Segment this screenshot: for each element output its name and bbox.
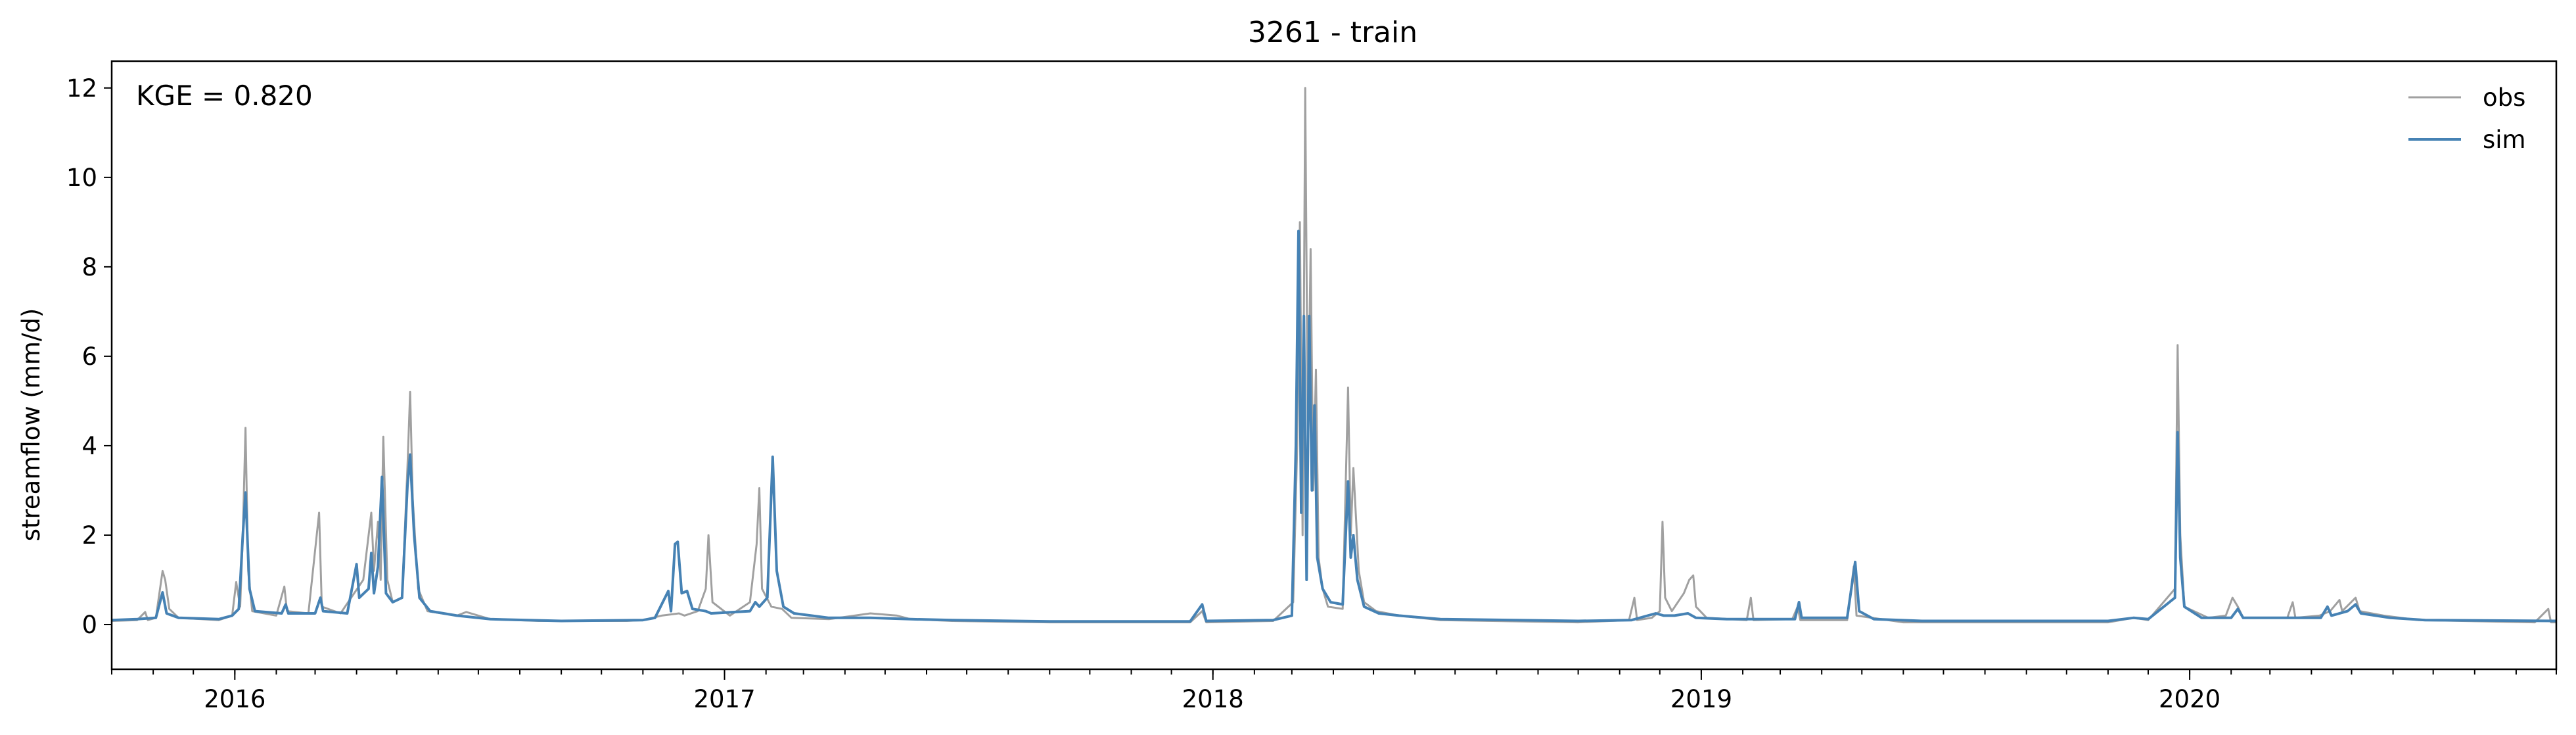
legend-label-sim: sim (2483, 126, 2526, 154)
legend: obs sim (2408, 83, 2526, 154)
x-tick-label: 2016 (204, 685, 265, 713)
y-tick-label: 4 (81, 432, 97, 460)
plot-frame (110, 60, 2558, 671)
y-tick-label: 6 (81, 343, 97, 371)
x-tick-label: 2019 (1670, 685, 1732, 713)
y-axis-label: streamflow (mm/d) (17, 308, 45, 542)
y-tick-label: 8 (81, 253, 97, 281)
kge-annotation: KGE = 0.820 (136, 80, 313, 112)
y-tick-label: 0 (81, 611, 97, 639)
chart-title: 3261 - train (1248, 16, 1417, 49)
y-tick-label: 12 (66, 74, 97, 103)
series-layer (112, 87, 2556, 624)
plot-area (112, 87, 2556, 624)
x-axis-ticks: 2016 2017 2018 2019 2020 (111, 669, 2557, 713)
legend-label-obs: obs (2483, 83, 2525, 112)
x-tick-label: 2017 (693, 685, 755, 713)
x-tick-label: 2020 (2159, 685, 2220, 713)
series-line-obs (112, 87, 2556, 624)
y-tick-label: 2 (81, 521, 97, 550)
y-tick-label: 10 (66, 164, 97, 192)
x-tick-label: 2018 (1182, 685, 1244, 713)
y-axis-ticks: 0 2 4 6 8 10 12 (66, 74, 112, 639)
series-line-sim (112, 229, 2556, 623)
